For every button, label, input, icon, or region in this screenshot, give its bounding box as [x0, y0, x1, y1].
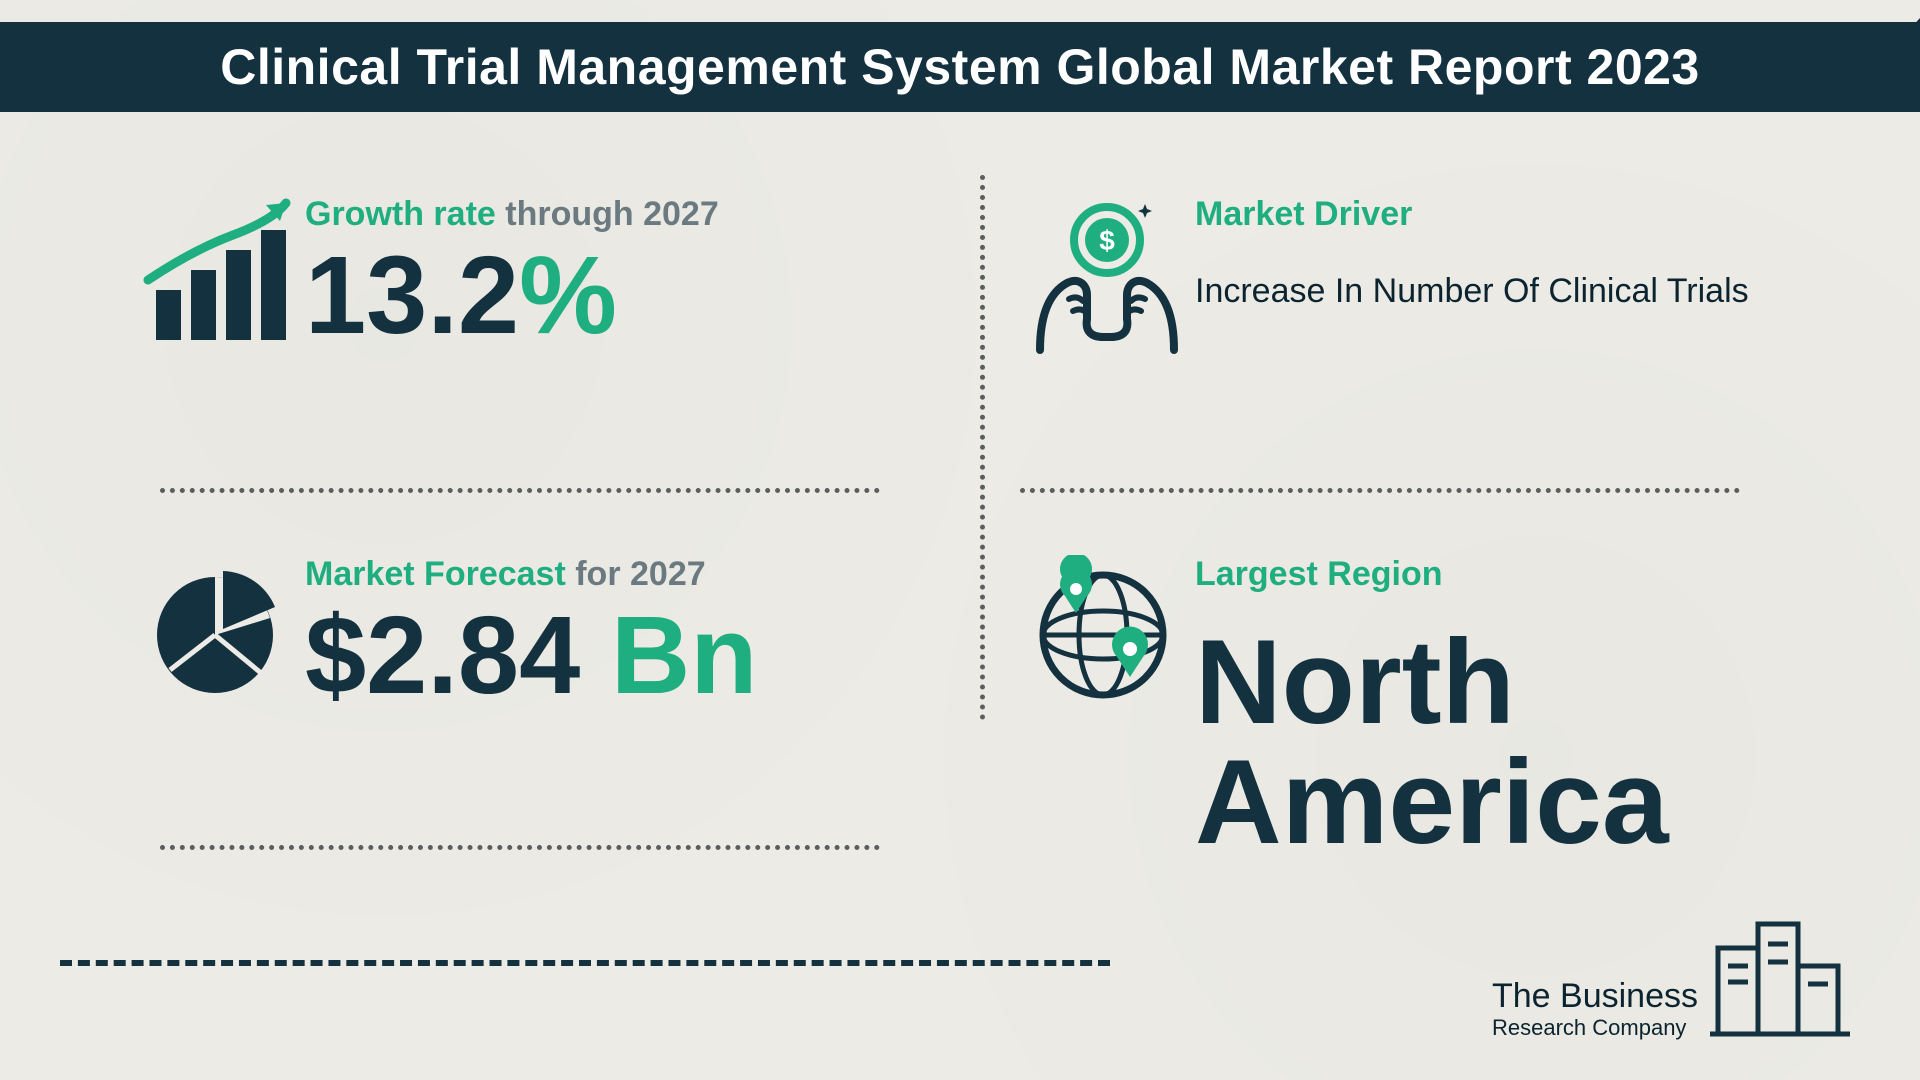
- growth-label-rest: through 2027: [496, 195, 719, 233]
- title-bar: Clinical Trial Management System Global …: [0, 22, 1920, 112]
- forecast-value-suffix: Bn: [580, 594, 757, 717]
- dotted-divider-right-upper: [1020, 488, 1740, 493]
- logo-text: The Business Research Company: [1492, 978, 1698, 1040]
- driver-label: Market Driver: [1195, 195, 1749, 234]
- growth-value-main: 13.2: [305, 234, 519, 357]
- svg-text:$: $: [1099, 225, 1115, 256]
- logo-line1: The Business: [1492, 977, 1698, 1015]
- region-block: Largest Region North America: [1020, 555, 1669, 862]
- growth-label: Growth rate through 2027: [305, 195, 719, 234]
- forecast-label-rest: for 2027: [566, 555, 706, 593]
- logo-line2: Research Company: [1492, 1016, 1698, 1040]
- dotted-divider-left-lower: [160, 845, 880, 850]
- bar-chart-arrow-icon: [130, 195, 305, 355]
- growth-label-accent: Growth rate: [305, 195, 496, 233]
- growth-value-suffix: %: [519, 234, 617, 357]
- forecast-block: Market Forecast for 2027 $2.84 Bn: [130, 555, 757, 709]
- dashed-divider-bottom: [60, 960, 1110, 966]
- region-value: North America: [1195, 622, 1669, 862]
- pie-chart-icon: [130, 555, 305, 705]
- region-value-line1: North: [1195, 615, 1515, 749]
- forecast-label: Market Forecast for 2027: [305, 555, 757, 594]
- forecast-value: $2.84 Bn: [305, 604, 757, 709]
- region-label: Largest Region: [1195, 555, 1669, 594]
- dotted-divider-left: [160, 488, 880, 493]
- forecast-value-main: $2.84: [305, 594, 580, 717]
- globe-pins-icon: [1020, 555, 1195, 715]
- forecast-label-accent: Market Forecast: [305, 555, 566, 593]
- region-value-line2: America: [1195, 735, 1669, 869]
- company-logo: The Business Research Company: [1492, 900, 1850, 1040]
- driver-block: $ Market Driver Increase In Number Of Cl…: [1020, 195, 1749, 360]
- growth-value: 13.2%: [305, 244, 719, 349]
- report-title: Clinical Trial Management System Global …: [220, 38, 1700, 96]
- hands-dollar-icon: $: [1020, 195, 1195, 360]
- vertical-divider: [980, 175, 985, 720]
- logo-buildings-icon: [1710, 900, 1850, 1040]
- growth-block: Growth rate through 2027 13.2%: [130, 195, 719, 355]
- driver-text: Increase In Number Of Clinical Trials: [1195, 272, 1749, 311]
